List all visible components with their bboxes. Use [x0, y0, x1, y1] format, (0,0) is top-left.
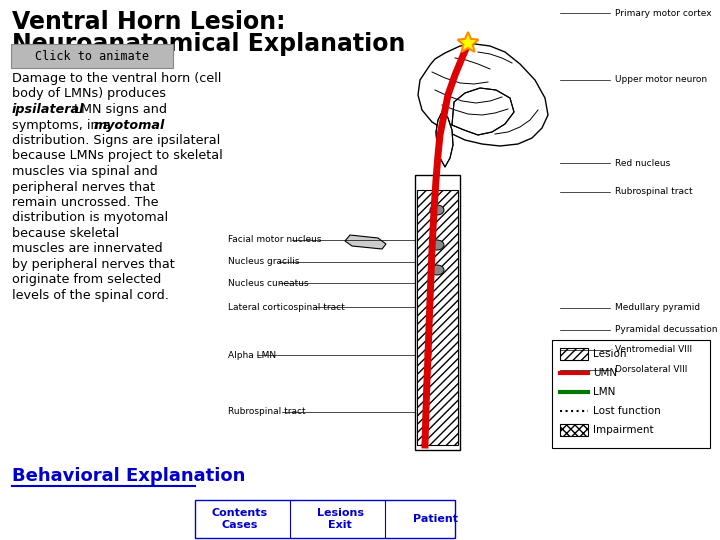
- Bar: [560, 348, 588, 360]
- Text: Lateral corticospinal tract: Lateral corticospinal tract: [228, 302, 345, 312]
- Text: Red nucleus: Red nucleus: [615, 159, 670, 167]
- Ellipse shape: [430, 205, 444, 215]
- Text: levels of the spinal cord.: levels of the spinal cord.: [12, 289, 169, 302]
- Text: Upper motor neuron: Upper motor neuron: [615, 76, 707, 84]
- Text: Ventromedial VIII: Ventromedial VIII: [615, 346, 692, 354]
- Text: distribution is myotomal: distribution is myotomal: [12, 212, 168, 225]
- Text: because skeletal: because skeletal: [12, 227, 119, 240]
- Ellipse shape: [430, 265, 444, 275]
- Polygon shape: [415, 175, 460, 450]
- Bar: [560, 424, 588, 436]
- Text: Rubrospinal tract: Rubrospinal tract: [228, 408, 305, 416]
- Text: Pyramidal decussation: Pyramidal decussation: [615, 326, 718, 334]
- Text: Damage to the ventral horn (cell: Damage to the ventral horn (cell: [12, 72, 221, 85]
- Polygon shape: [436, 110, 453, 167]
- Ellipse shape: [430, 240, 444, 250]
- Text: UMN: UMN: [593, 368, 617, 378]
- Text: myotomal: myotomal: [94, 118, 166, 132]
- Bar: [552, 340, 710, 448]
- Text: Neuroanatomical Explanation: Neuroanatomical Explanation: [12, 32, 405, 56]
- Text: ipsilateral: ipsilateral: [12, 103, 84, 116]
- Text: Lost function: Lost function: [593, 406, 661, 416]
- Text: Primary motor cortex: Primary motor cortex: [615, 9, 711, 17]
- Text: Contents
Cases: Contents Cases: [212, 508, 268, 530]
- Polygon shape: [457, 32, 479, 52]
- Text: Dorsolateral VIII: Dorsolateral VIII: [615, 366, 688, 375]
- Text: Medullary pyramid: Medullary pyramid: [615, 303, 700, 313]
- Polygon shape: [452, 88, 514, 135]
- Text: Alpha LMN: Alpha LMN: [228, 350, 276, 360]
- Text: Rubrospinal tract: Rubrospinal tract: [615, 187, 693, 197]
- Text: distribution. Signs are ipsilateral: distribution. Signs are ipsilateral: [12, 134, 220, 147]
- Polygon shape: [345, 235, 386, 249]
- Text: by peripheral nerves that: by peripheral nerves that: [12, 258, 175, 271]
- Bar: [195, 500, 455, 538]
- Text: LMN: LMN: [593, 387, 616, 397]
- Text: body of LMNs) produces: body of LMNs) produces: [12, 87, 166, 100]
- Text: symptoms, in a: symptoms, in a: [12, 118, 114, 132]
- Text: Nucleus cuneatus: Nucleus cuneatus: [228, 279, 309, 287]
- Text: muscles are innervated: muscles are innervated: [12, 242, 163, 255]
- Text: Lesion: Lesion: [593, 349, 626, 359]
- Text: Nucleus gracilis: Nucleus gracilis: [228, 258, 300, 267]
- FancyBboxPatch shape: [11, 44, 173, 68]
- Text: Impairment: Impairment: [593, 425, 654, 435]
- Text: remain uncrossed. The: remain uncrossed. The: [12, 196, 158, 209]
- Text: because LMNs project to skeletal: because LMNs project to skeletal: [12, 150, 222, 163]
- Text: Click to animate: Click to animate: [35, 50, 149, 63]
- Text: originate from selected: originate from selected: [12, 273, 161, 287]
- Bar: [417, 190, 458, 445]
- Text: peripheral nerves that: peripheral nerves that: [12, 180, 155, 193]
- Text: muscles via spinal and: muscles via spinal and: [12, 165, 158, 178]
- Polygon shape: [418, 44, 548, 146]
- Text: Patient: Patient: [413, 514, 457, 524]
- Text: Ventral Horn Lesion:: Ventral Horn Lesion:: [12, 10, 286, 34]
- Text: Facial motor nucleus: Facial motor nucleus: [228, 235, 322, 245]
- Text: Behavioral Explanation: Behavioral Explanation: [12, 467, 246, 485]
- Text: Lesions
Exit: Lesions Exit: [317, 508, 364, 530]
- Text: LMN signs and: LMN signs and: [70, 103, 167, 116]
